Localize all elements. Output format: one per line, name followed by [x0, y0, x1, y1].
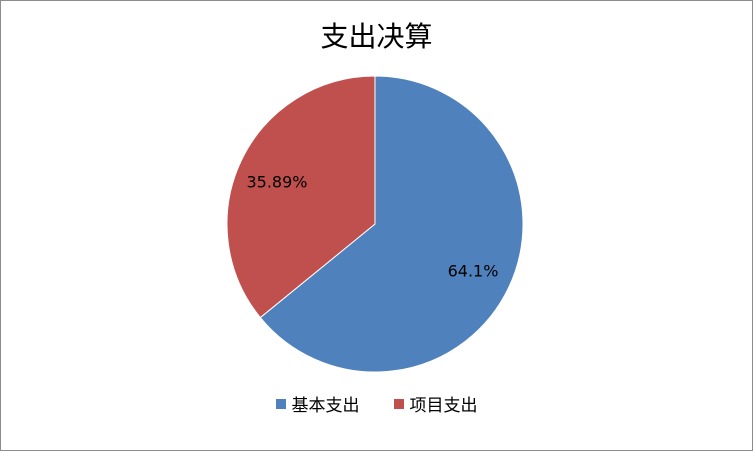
legend-label-project: 项目支出: [409, 396, 478, 416]
legend-label-basic: 基本支出: [291, 396, 360, 416]
slice-project: [226, 75, 376, 319]
data-label-basic: 64.1%: [448, 262, 499, 281]
legend-swatch-project: [393, 398, 404, 409]
slice-basic: [259, 75, 524, 373]
legend-swatch-basic: [275, 398, 286, 409]
legend-item-basic: 基本支出: [275, 391, 360, 416]
legend-item-project: 项目支出: [393, 391, 478, 416]
legend: 基本支出 项目支出: [1, 391, 752, 416]
chart-title: 支出决算: [320, 20, 433, 53]
data-label-project: 35.89%: [246, 173, 307, 192]
